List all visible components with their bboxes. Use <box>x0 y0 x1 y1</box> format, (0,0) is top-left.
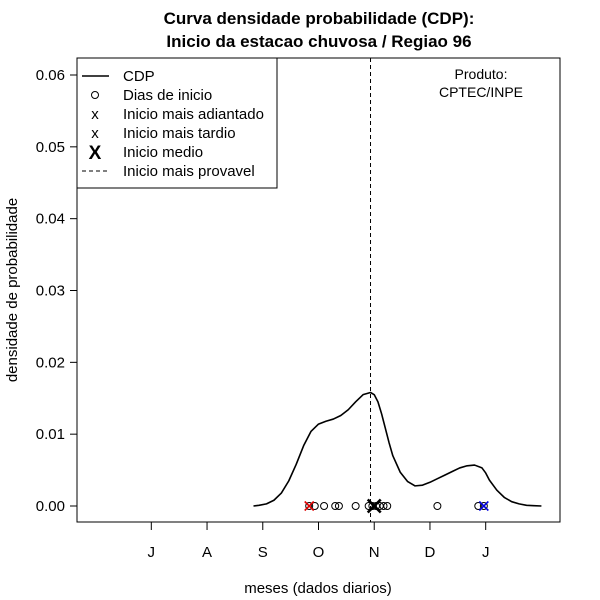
legend-item-cdp: CDP <box>82 68 155 85</box>
legend-item-start-days: Dias de inicio <box>91 87 212 104</box>
start-day-point <box>334 502 343 510</box>
x-axis-label: meses (dados diarios) <box>244 580 392 597</box>
mean-start-marker <box>366 498 382 514</box>
legend: CDP Dias de inicio x Inicio mais adianta… <box>76 57 278 189</box>
legend-box <box>76 57 278 189</box>
y-tick-label: 0.03 <box>36 283 65 300</box>
chart-title-line2: Inicio da estacao chuvosa / Regiao 96 <box>166 32 471 51</box>
y-tick-label: 0.02 <box>36 354 65 371</box>
start-day-point <box>474 502 483 510</box>
legend-item-earliest: x Inicio mais adiantado <box>91 106 264 123</box>
legend-item-latest: x Inicio mais tardio <box>91 125 235 142</box>
start-day-point <box>379 502 388 510</box>
y-tick-label: 0.05 <box>36 139 65 156</box>
product-source-label: CPTEC/INPE <box>439 84 523 100</box>
legend-blue-x-symbol: x <box>91 125 99 142</box>
y-axis-label: densidade de probabilidade <box>4 198 21 382</box>
x-tick-label: A <box>202 544 212 561</box>
cdp-curve <box>253 391 542 507</box>
start-day-point <box>383 502 392 510</box>
legend-label: Inicio medio <box>123 144 203 161</box>
start-day-point <box>351 502 360 510</box>
start-day-point <box>331 502 340 510</box>
x-tick-label: J <box>482 544 490 561</box>
y-tick-label: 0.00 <box>36 498 65 515</box>
x-tick-label: D <box>425 544 436 561</box>
y-tick-label: 0.04 <box>36 211 65 228</box>
legend-item-mean: X Inicio medio <box>89 143 203 164</box>
legend-label: Inicio mais adiantado <box>123 106 264 123</box>
latest-start-marker <box>478 500 489 512</box>
start-day-point <box>310 502 319 510</box>
legend-bold-x-symbol: X <box>89 143 102 164</box>
earliest-start-marker <box>304 500 315 512</box>
chart-title-line1: Curva densidade probabilidade (CDP): <box>164 9 475 28</box>
legend-circle-symbol <box>91 91 99 99</box>
start-day-point <box>479 502 488 510</box>
start-day-point <box>320 502 329 510</box>
legend-red-x-symbol: x <box>91 106 99 123</box>
legend-item-most-probable: Inicio mais provavel <box>82 163 255 180</box>
legend-label: Inicio mais provavel <box>123 163 255 180</box>
y-axis: 0.00 0.01 0.02 0.03 0.04 0.05 0.06 <box>36 67 78 515</box>
y-tick-label: 0.06 <box>36 67 65 84</box>
x-tick-label: N <box>369 544 380 561</box>
x-tick-label: J <box>148 544 156 561</box>
legend-label: CDP <box>123 68 155 85</box>
legend-label: Dias de inicio <box>123 87 212 104</box>
start-day-point <box>433 502 442 510</box>
product-label: Produto: <box>455 66 508 82</box>
start-day-point <box>305 502 314 510</box>
legend-label: Inicio mais tardio <box>123 125 236 142</box>
y-tick-label: 0.01 <box>36 426 65 443</box>
plot-area <box>253 58 542 522</box>
x-tick-label: S <box>258 544 268 561</box>
x-tick-label: O <box>313 544 325 561</box>
